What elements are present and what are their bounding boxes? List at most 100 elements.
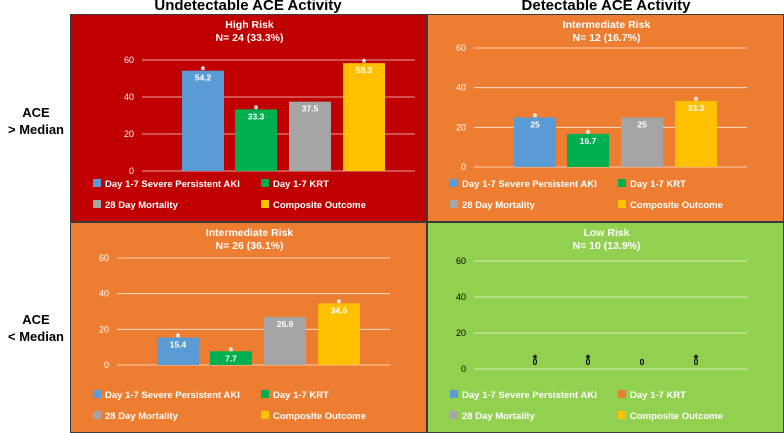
legend-label: Day 1-7 Severe Persistent AKI bbox=[462, 179, 597, 190]
column-header-undetectable: Undetectable ACE Activity bbox=[154, 0, 342, 14]
legend-swatch bbox=[618, 411, 626, 419]
bar bbox=[289, 101, 331, 171]
legend-label: Day 1-7 KRT bbox=[273, 390, 329, 401]
significance-star: * bbox=[229, 344, 234, 358]
significance-star: * bbox=[533, 352, 538, 366]
y-tick-label: 40 bbox=[456, 83, 466, 93]
legend-swatch bbox=[618, 179, 626, 187]
legend-label: Composite Outcome bbox=[630, 411, 723, 422]
data-label: 25 bbox=[637, 119, 647, 129]
chart-panel-low-risk: Low Risk N= 10 (13.9%) 0 20 40 60 0 * 0 * 0 0 * Day 1… bbox=[427, 222, 784, 433]
data-label: 0 bbox=[533, 357, 538, 367]
chart-subtitle: N= 10 (13.9%) bbox=[573, 240, 641, 252]
data-label: 15.4 bbox=[170, 340, 187, 350]
data-label: 0 bbox=[640, 357, 645, 367]
legend-swatch bbox=[93, 200, 101, 208]
bar bbox=[318, 303, 360, 365]
row-label-line1: ACE bbox=[22, 312, 50, 327]
chart-subtitle: N= 12 (16.7%) bbox=[573, 32, 641, 44]
bar bbox=[182, 70, 224, 171]
data-label: 33.3 bbox=[688, 103, 705, 113]
y-tick-label: 60 bbox=[456, 256, 466, 266]
legend-label: Day 1-7 Severe Persistent AKI bbox=[105, 390, 240, 401]
data-label: 0 bbox=[586, 357, 591, 367]
y-tick-label: 0 bbox=[129, 166, 134, 176]
significance-star: * bbox=[694, 94, 699, 108]
data-label: 26.9 bbox=[277, 319, 294, 329]
chart-panel-intermediate-risk-bottom: Intermediate Risk N= 26 (36.1%) 0 20 40 60 15.… bbox=[70, 222, 427, 433]
y-tick-label: 40 bbox=[124, 92, 134, 102]
legend-label: Day 1-7 Severe Persistent AKI bbox=[105, 179, 240, 190]
legend-swatch bbox=[618, 390, 626, 398]
bar bbox=[264, 317, 306, 365]
bar bbox=[514, 117, 556, 167]
legend-swatch bbox=[93, 411, 101, 419]
chart-subtitle: N= 24 (33.3%) bbox=[216, 32, 284, 44]
legend-label: 28 Day Mortality bbox=[462, 411, 536, 422]
bar bbox=[621, 117, 663, 167]
bar bbox=[157, 337, 199, 365]
bar bbox=[210, 351, 252, 365]
row-label-line2: > Median bbox=[8, 122, 64, 137]
data-label: 34.6 bbox=[331, 305, 348, 315]
chart-panel-high-risk: High Risk N= 24 (33.3%) 0 20 40 60 54.2 * 33.3 * 3… bbox=[70, 14, 427, 222]
significance-star: * bbox=[533, 110, 538, 124]
legend-swatch bbox=[450, 390, 458, 398]
chart-subtitle: N= 26 (36.1%) bbox=[216, 240, 284, 252]
legend-swatch bbox=[450, 179, 458, 187]
chart-title: Intermediate Risk bbox=[563, 19, 651, 31]
y-tick-label: 60 bbox=[99, 253, 109, 263]
legend-swatch bbox=[93, 390, 101, 398]
chart-title: High Risk bbox=[225, 19, 274, 31]
y-tick-label: 60 bbox=[456, 43, 466, 53]
chart-panel-intermediate-risk-top: Intermediate Risk N= 12 (16.7%) 0 20 40 60 25 *… bbox=[427, 14, 784, 222]
legend-label: 28 Day Mortality bbox=[105, 411, 179, 422]
data-label: 58.3 bbox=[356, 65, 373, 75]
data-label: 16.7 bbox=[580, 136, 597, 146]
y-tick-label: 40 bbox=[456, 292, 466, 302]
significance-star: * bbox=[362, 56, 367, 70]
legend-label: Day 1-7 Severe Persistent AKI bbox=[462, 390, 597, 401]
bar bbox=[675, 100, 717, 167]
y-tick-label: 20 bbox=[456, 122, 466, 132]
y-tick-label: 20 bbox=[99, 324, 109, 334]
bar bbox=[235, 109, 277, 171]
legend-swatch bbox=[261, 200, 269, 208]
significance-star: * bbox=[176, 331, 181, 345]
y-tick-label: 60 bbox=[124, 55, 134, 65]
row-label-line2: < Median bbox=[8, 329, 64, 344]
bar bbox=[343, 63, 385, 171]
legend-label: Composite Outcome bbox=[273, 411, 366, 422]
y-tick-label: 20 bbox=[456, 328, 466, 338]
chart-title: Low Risk bbox=[583, 227, 629, 239]
significance-star: * bbox=[586, 352, 591, 366]
legend-label: Day 1-7 KRT bbox=[630, 179, 686, 190]
legend-label: 28 Day Mortality bbox=[105, 200, 179, 211]
legend-swatch bbox=[450, 200, 458, 208]
legend-swatch bbox=[261, 390, 269, 398]
significance-star: * bbox=[694, 352, 699, 366]
data-label: 25 bbox=[530, 119, 540, 129]
legend-swatch bbox=[618, 200, 626, 208]
significance-star: * bbox=[254, 102, 259, 116]
data-label: 54.2 bbox=[195, 73, 212, 83]
significance-star: * bbox=[337, 296, 342, 310]
legend-label: Composite Outcome bbox=[630, 200, 723, 211]
legend-label: Composite Outcome bbox=[273, 200, 366, 211]
legend-swatch bbox=[261, 411, 269, 419]
row-label-line1: ACE bbox=[22, 105, 50, 120]
legend-swatch bbox=[450, 411, 458, 419]
row-label-ace-below-median: ACE < Median bbox=[0, 311, 72, 345]
significance-star: * bbox=[201, 64, 206, 78]
data-label: 33.3 bbox=[248, 111, 265, 121]
y-tick-label: 40 bbox=[99, 289, 109, 299]
y-tick-label: 0 bbox=[104, 360, 109, 370]
legend-label: Day 1-7 KRT bbox=[273, 179, 329, 190]
data-label: 7.7 bbox=[225, 353, 237, 363]
y-tick-label: 0 bbox=[461, 364, 466, 374]
legend-label: 28 Day Mortality bbox=[462, 200, 536, 211]
